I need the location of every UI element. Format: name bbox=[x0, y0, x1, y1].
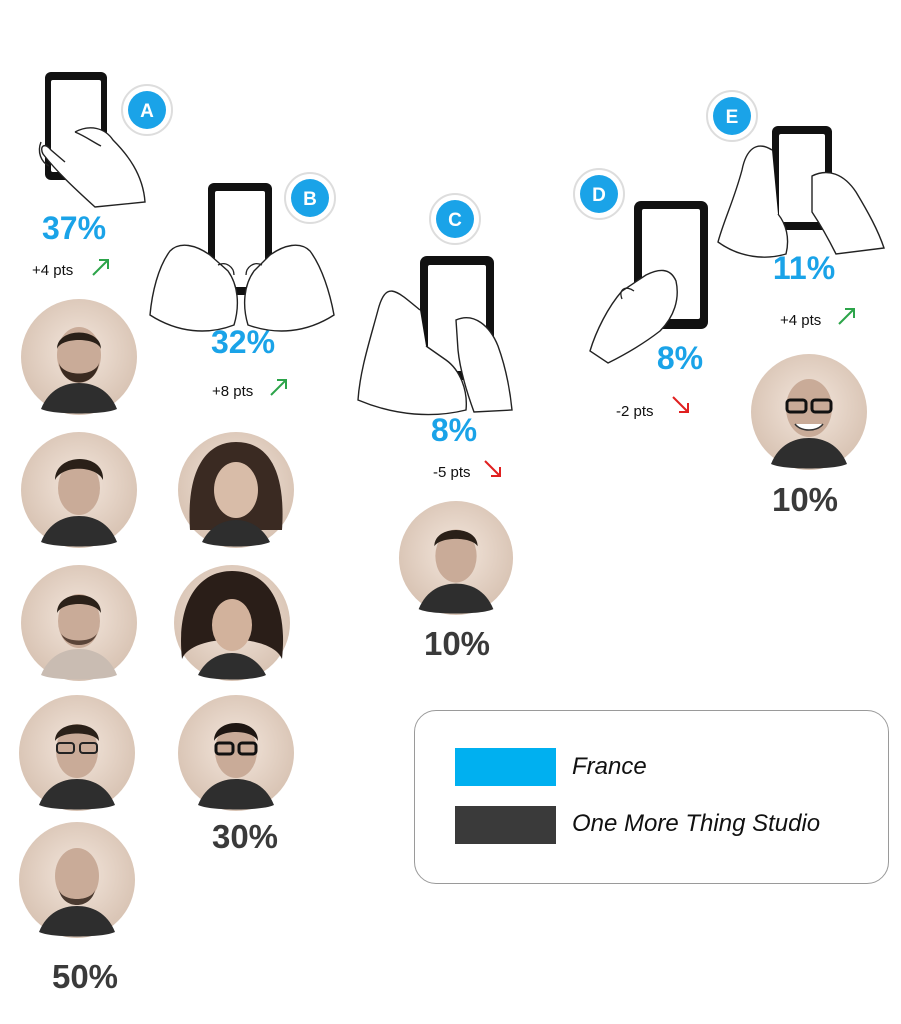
avatar bbox=[398, 500, 514, 616]
grip-b-france-pct: 32% bbox=[210, 324, 276, 360]
grip-a-letter: A bbox=[140, 101, 154, 122]
legend-swatch-france bbox=[455, 748, 556, 786]
legend: France One More Thing Studio bbox=[414, 710, 889, 884]
grip-c-badge: C bbox=[428, 192, 482, 246]
grip-c-illustration bbox=[357, 256, 513, 416]
grip-e-studio-pct: 10% bbox=[771, 481, 839, 518]
grip-b-badge: B bbox=[283, 171, 337, 225]
avatar bbox=[21, 432, 137, 548]
avatar bbox=[19, 822, 135, 938]
avatar bbox=[19, 695, 135, 811]
avatar bbox=[178, 695, 294, 811]
trend-down-icon bbox=[484, 460, 501, 477]
avatar bbox=[178, 432, 294, 548]
legend-label-studio: One More Thing Studio bbox=[572, 810, 821, 837]
trend-up-icon bbox=[92, 259, 109, 276]
trend-up-icon bbox=[270, 379, 287, 396]
grip-a-illustration bbox=[38, 72, 146, 208]
grip-c-letter: C bbox=[448, 210, 462, 231]
grip-d-france-pct: 8% bbox=[656, 340, 704, 376]
grip-e-france-pct: 11% bbox=[772, 250, 836, 286]
grip-e-badge: E bbox=[705, 89, 759, 143]
grip-b-delta: +8 pts bbox=[212, 383, 254, 400]
grip-a-france-pct: 37% bbox=[41, 210, 107, 246]
grip-b-studio-pct: 30% bbox=[211, 818, 279, 855]
legend-label-france: France bbox=[572, 753, 647, 780]
grip-b-letter: B bbox=[303, 189, 317, 210]
grip-e-delta: +4 pts bbox=[780, 312, 822, 329]
grip-c-france-pct: 8% bbox=[430, 412, 478, 448]
avatar bbox=[21, 565, 137, 681]
grip-e-illustration bbox=[717, 126, 885, 258]
grip-d-delta: -2 pts bbox=[616, 403, 654, 420]
grip-a-delta: +4 pts bbox=[32, 262, 74, 279]
trend-up-icon bbox=[838, 308, 855, 325]
grip-e-letter: E bbox=[726, 107, 739, 128]
grip-c-delta: -5 pts bbox=[433, 464, 471, 481]
grip-c-studio-pct: 10% bbox=[423, 625, 491, 662]
grip-d-badge: D bbox=[572, 167, 626, 221]
trend-down-icon bbox=[672, 396, 689, 413]
avatar bbox=[174, 565, 290, 681]
grip-d-letter: D bbox=[592, 185, 606, 206]
grip-d-illustration bbox=[589, 201, 708, 364]
legend-swatch-studio bbox=[455, 806, 556, 844]
grip-a-studio-pct: 50% bbox=[51, 958, 119, 995]
grip-a-badge: A bbox=[120, 83, 174, 137]
grip-b-illustration bbox=[149, 183, 335, 332]
avatar bbox=[751, 354, 867, 470]
avatar bbox=[21, 299, 137, 415]
